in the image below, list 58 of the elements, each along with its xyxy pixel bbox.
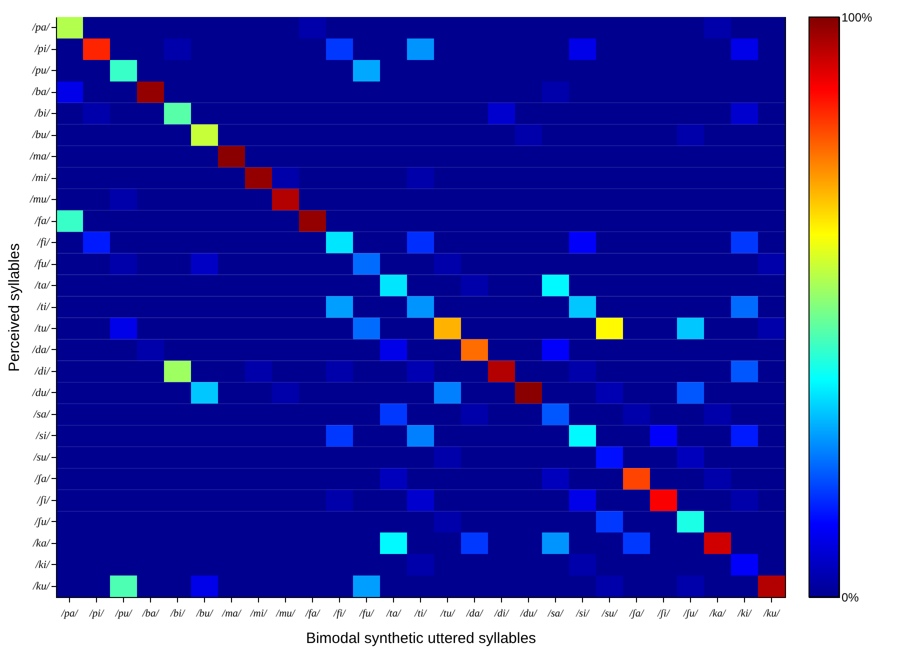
x-tick-label: /su/	[600, 608, 618, 620]
y-tick-label: /fa/	[34, 215, 50, 228]
x-tick-label: /ʃa/	[628, 608, 645, 620]
x-tick-label: /da/	[465, 608, 484, 620]
x-tick-label: /ka/	[708, 608, 726, 620]
y-tick-label: /ki/	[34, 558, 50, 571]
x-tick-label: /ki/	[736, 608, 752, 620]
x-tick-label: /ba/	[141, 608, 160, 620]
x-tick-label: /ma/	[221, 608, 242, 620]
y-tick-label: /bu/	[31, 129, 50, 142]
x-tick-label: /mi/	[249, 608, 268, 620]
x-tick-label: /ta/	[385, 608, 402, 620]
y-tick-label: /si/	[35, 430, 50, 442]
y-tick-label: /fu/	[34, 258, 50, 270]
y-tick-label: /pi/	[34, 43, 50, 56]
y-tick-label: /di/	[34, 365, 50, 378]
x-tick-label: /si/	[575, 608, 590, 620]
y-tick-label: /pu/	[31, 64, 50, 77]
x-tick-label: /ʃu/	[682, 608, 699, 620]
y-tick-label: /fi/	[36, 236, 50, 249]
x-tick-label: /fu/	[358, 608, 375, 620]
x-tick-label: /ku/	[762, 608, 780, 620]
y-tick-label: /ʃi/	[36, 494, 50, 506]
y-tick-label: /tu/	[34, 322, 50, 334]
y-tick-label: /ʃa/	[34, 472, 50, 485]
y-tick-label: /ti/	[36, 301, 50, 313]
x-tick-label: /du/	[519, 608, 538, 620]
y-tick-label: /ma/	[28, 150, 50, 163]
x-tick-label: /di/	[493, 608, 510, 620]
color-bar-label: 100%	[842, 10, 873, 24]
x-tick-label: /pi/	[88, 608, 105, 620]
y-tick-label: /pa/	[31, 22, 50, 34]
y-axis-title: Perceived syllables	[6, 243, 23, 372]
x-tick-label: /fa/	[304, 608, 321, 620]
y-tick-label: /ba/	[31, 86, 50, 98]
x-tick-label: /ʃi/	[656, 608, 670, 620]
x-tick-label: /ti/	[414, 608, 428, 620]
y-tick-label: /mu/	[28, 194, 50, 206]
color-bar-label: 0%	[842, 590, 860, 604]
x-tick-label: /bi/	[169, 608, 186, 620]
y-tick-label: /ku/	[32, 580, 50, 592]
y-tick-label: /sa/	[32, 408, 50, 420]
y-tick-label: /da/	[31, 344, 50, 356]
x-tick-label: /pa/	[60, 608, 79, 620]
x-tick-label: /bu/	[195, 608, 214, 620]
y-tick-label: /ta/	[34, 280, 50, 292]
y-tick-label: /su/	[32, 451, 50, 464]
y-tick-label: /ʃu/	[34, 516, 50, 528]
x-axis-title: Bimodal synthetic uttered syllables	[306, 630, 536, 647]
x-tick-label: /tu/	[439, 608, 456, 620]
x-tick-label: /pu/	[114, 608, 133, 620]
x-tick-label: /fi/	[332, 608, 346, 620]
y-tick-label: /mi/	[31, 172, 50, 184]
y-tick-label: /ka/	[32, 537, 50, 550]
x-tick-label: /mu/	[275, 608, 296, 620]
y-tick-label: /bi/	[34, 108, 50, 120]
y-tick-label: /du/	[31, 386, 50, 399]
x-tick-label: /sa/	[546, 608, 564, 620]
